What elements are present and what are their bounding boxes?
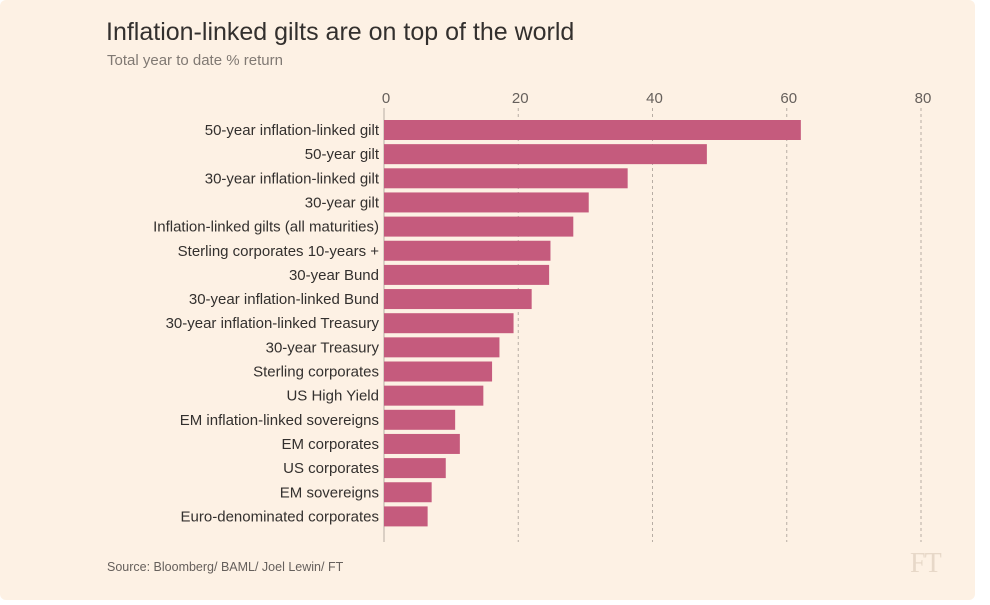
bar — [384, 409, 456, 430]
source-note: Source: Bloomberg/ BAML/ Joel Lewin/ FT — [107, 560, 344, 574]
bar — [384, 168, 628, 189]
bar — [384, 216, 574, 237]
bar — [384, 361, 493, 382]
chart-subtitle: Total year to date % return — [107, 52, 283, 69]
category-label: 50-year gilt — [305, 146, 380, 163]
bar — [384, 458, 446, 479]
category-label: EM corporates — [281, 436, 379, 453]
category-label: Inflation-linked gilts (all maturities) — [153, 219, 379, 236]
category-label: 30-year inflation-linked Treasury — [166, 315, 380, 332]
chart-title: Inflation-linked gilts are on top of the… — [106, 18, 575, 46]
bar — [384, 337, 500, 358]
bar — [384, 433, 460, 454]
category-label: 30-year inflation-linked Bund — [189, 291, 379, 308]
category-label: US High Yield — [286, 388, 379, 405]
category-label: 30-year inflation-linked gilt — [205, 170, 380, 187]
bar — [384, 385, 484, 406]
category-label: Sterling corporates 10-years + — [178, 243, 380, 260]
x-tick-label: 20 — [512, 90, 529, 107]
x-tick-label: 60 — [780, 90, 797, 107]
bar — [384, 506, 428, 527]
category-label: EM sovereigns — [280, 484, 379, 501]
category-label: EM inflation-linked sovereigns — [180, 412, 379, 429]
bar — [384, 482, 432, 503]
bar — [384, 289, 532, 310]
category-label: 30-year Treasury — [266, 339, 380, 356]
category-label: US corporates — [283, 460, 379, 477]
bar — [384, 120, 801, 140]
category-label: 30-year Bund — [289, 267, 379, 284]
x-tick-label: 0 — [382, 90, 390, 107]
category-label: Sterling corporates — [253, 364, 379, 381]
bar — [384, 192, 589, 213]
chart-card: Inflation-linked gilts are on top of the… — [0, 0, 975, 600]
bar — [384, 144, 707, 165]
bar — [384, 264, 550, 285]
x-tick-label: 40 — [646, 90, 663, 107]
ft-logo: FT — [910, 548, 942, 579]
category-label: 50-year inflation-linked gilt — [205, 122, 380, 139]
bar-chart: 0 20 40 60 80 50-year inflation-linked gilt 50… — [153, 90, 932, 542]
bar — [384, 240, 551, 261]
bar — [384, 313, 514, 334]
category-label: Euro-denominated corporates — [181, 508, 379, 525]
x-tick-label: 80 — [915, 90, 932, 107]
category-label: 30-year gilt — [305, 194, 380, 211]
